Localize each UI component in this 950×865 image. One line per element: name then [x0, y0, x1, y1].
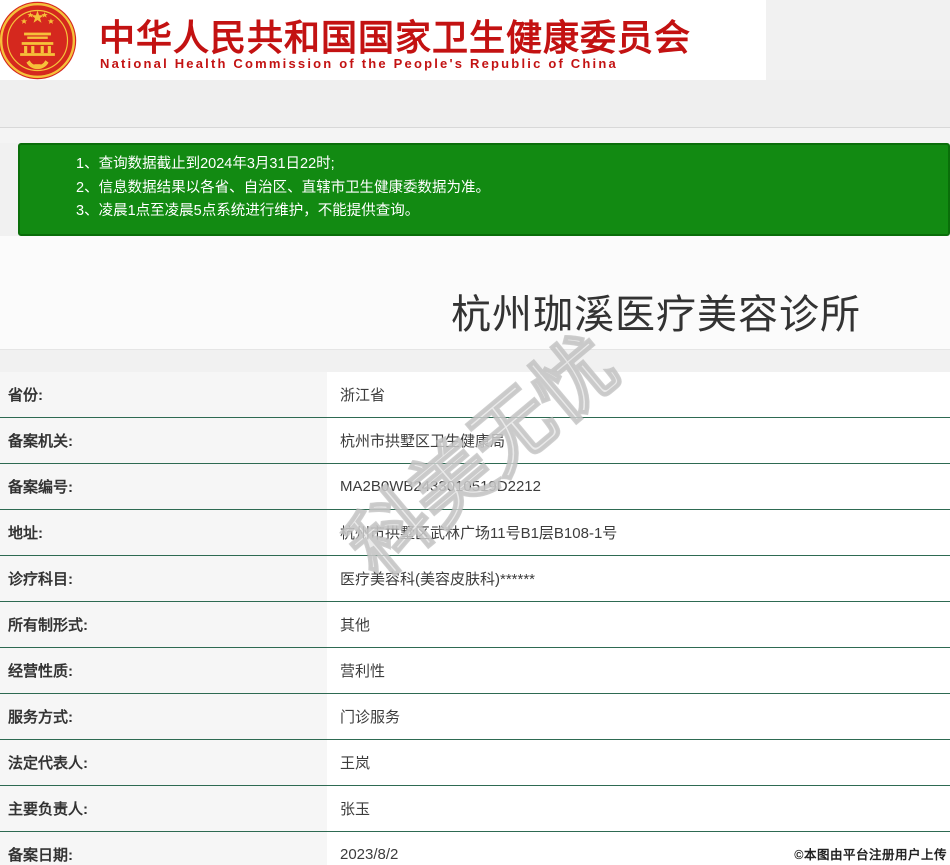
row-value: 杭州市拱墅区卫生健康局	[327, 418, 950, 463]
row-value: 浙江省	[327, 372, 950, 417]
table-row: 备案机关: 杭州市拱墅区卫生健康局	[0, 418, 950, 464]
pre-table-band	[0, 350, 950, 372]
row-label: 省份:	[0, 372, 327, 417]
row-value: 2023/8/2	[327, 832, 950, 865]
china-national-emblem-icon	[0, 1, 77, 80]
table-row: 省份: 浙江省	[0, 372, 950, 418]
row-label: 备案机关:	[0, 418, 327, 463]
table-row: 服务方式: 门诊服务	[0, 694, 950, 740]
row-label: 诊疗科目:	[0, 556, 327, 601]
notice-box: 1、查询数据截止到2024年3月31日22时; 2、信息数据结果以各省、自治区、…	[18, 143, 950, 236]
row-value: 门诊服务	[327, 694, 950, 739]
table-row: 法定代表人: 王岚	[0, 740, 950, 786]
table-row: 所有制形式: 其他	[0, 602, 950, 648]
sub-separator-band	[0, 128, 950, 143]
table-row: 备案编号: MA2B0WB2433010519D2212	[0, 464, 950, 510]
header-title-cn: 中华人民共和国国家卫生健康委员会	[99, 17, 692, 58]
row-label: 地址:	[0, 510, 327, 555]
row-value: MA2B0WB2433010519D2212	[327, 464, 950, 509]
copyright-note: ©本图由平台注册用户上传	[794, 848, 947, 862]
table-row: 经营性质: 营利性	[0, 648, 950, 694]
row-label: 主要负责人:	[0, 786, 327, 831]
row-value: 其他	[327, 602, 950, 647]
row-label: 备案编号:	[0, 464, 327, 509]
row-label: 所有制形式:	[0, 602, 327, 647]
row-label: 经营性质:	[0, 648, 327, 693]
row-value: 王岚	[327, 740, 950, 785]
row-value: 医疗美容科(美容皮肤科)******	[327, 556, 950, 601]
header-title-en: National Health Commission of the People…	[100, 56, 618, 71]
table-row: 诊疗科目: 医疗美容科(美容皮肤科)******	[0, 556, 950, 602]
header-separator-band	[0, 80, 950, 128]
table-row: 地址: 杭州市拱墅区武林广场11号B1层B108-1号	[0, 510, 950, 556]
table-row: 主要负责人: 张玉	[0, 786, 950, 832]
notice-line-3: 3、凌晨1点至凌晨5点系统进行维护，不能提供查询。	[76, 203, 420, 219]
notice-line-1: 1、查询数据截止到2024年3月31日22时;	[76, 156, 335, 172]
table-row: 备案日期: 2023/8/2	[0, 832, 950, 865]
row-label: 法定代表人:	[0, 740, 327, 785]
site-header: 中华人民共和国国家卫生健康委员会 National Health Commiss…	[0, 0, 766, 80]
clinic-name-title: 杭州珈溪医疗美容诊所	[451, 293, 861, 337]
row-value: 杭州市拱墅区武林广场11号B1层B108-1号	[327, 510, 950, 555]
row-value: 张玉	[327, 786, 950, 831]
notice-line-2: 2、信息数据结果以各省、自治区、直辖市卫生健康委数据为准。	[76, 179, 491, 196]
row-value: 营利性	[327, 648, 950, 693]
row-label: 备案日期:	[0, 832, 327, 865]
record-info-table: 省份: 浙江省 备案机关: 杭州市拱墅区卫生健康局 备案编号: MA2B0WB2…	[0, 372, 950, 865]
clinic-title-section: 杭州珈溪医疗美容诊所	[0, 236, 950, 350]
row-label: 服务方式:	[0, 694, 327, 739]
